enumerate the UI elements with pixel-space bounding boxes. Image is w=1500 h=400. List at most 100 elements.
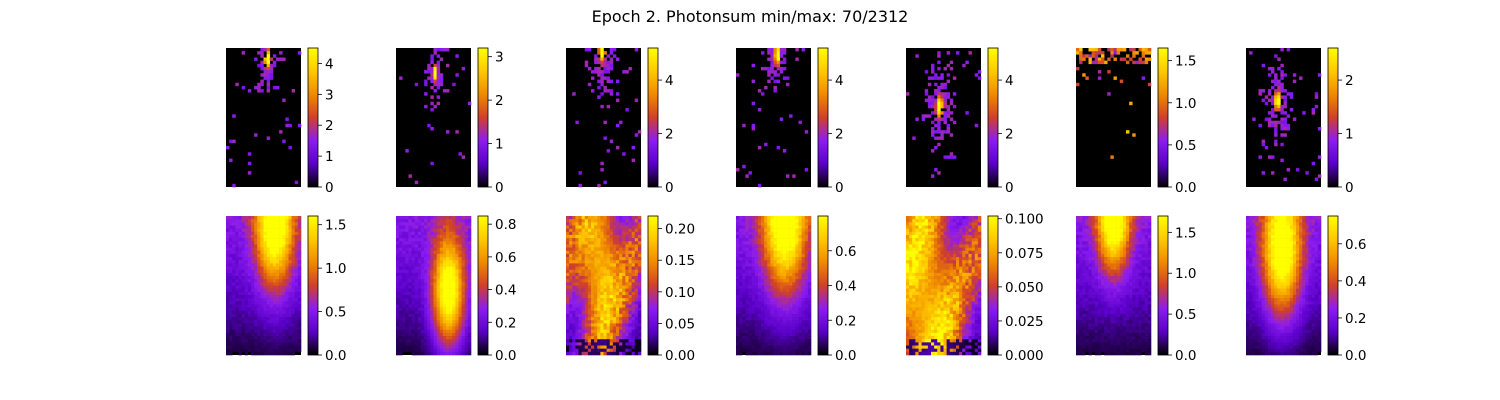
heatmap-cell (798, 339, 802, 343)
heatmap-cell (288, 244, 292, 248)
heatmap-cell (597, 313, 601, 318)
heatmap-cell (1079, 54, 1083, 58)
heatmap-cell (807, 342, 812, 346)
heatmap-cell (260, 294, 264, 299)
heatmap-cell (446, 89, 450, 93)
heatmap-cell (946, 63, 951, 68)
heatmap-cell (761, 241, 765, 245)
heatmap-cell (591, 313, 595, 318)
heatmap-cell (569, 228, 573, 233)
heatmap-cell (251, 238, 255, 242)
heatmap-cell (285, 238, 289, 242)
heatmap-cell (581, 238, 586, 242)
heatmap-cell (282, 272, 286, 277)
heatmap-cell (244, 250, 249, 255)
heatmap-cell (414, 285, 419, 289)
heatmap-cell (421, 329, 425, 334)
heatmap-cell (294, 250, 299, 255)
heatmap-cell (232, 336, 236, 340)
heatmap-cell (405, 247, 409, 252)
heatmap-cell (776, 291, 781, 296)
heatmap-cell (1104, 60, 1108, 65)
colorbar-tick-label: 0.0 (1175, 180, 1196, 196)
heatmap-cell (421, 301, 425, 305)
heatmap-cell (757, 145, 762, 150)
heatmap-cell (285, 323, 289, 327)
heatmap-cell (594, 342, 598, 346)
heatmap-cell (949, 66, 954, 71)
heatmap-cell (232, 294, 236, 299)
heatmap-cell (606, 79, 611, 84)
heatmap-cell (792, 336, 796, 340)
colorbar-tick-label: 3 (325, 87, 334, 103)
heatmap-cell (226, 298, 230, 302)
heatmap-cell (754, 266, 759, 271)
heatmap-cell (594, 336, 598, 340)
heatmap-cell (584, 231, 589, 236)
heatmap-cell (260, 332, 264, 337)
heatmap-cell (603, 288, 607, 293)
heatmap-cell (754, 257, 759, 261)
heatmap-cell (467, 345, 472, 349)
heatmap-cell (436, 323, 441, 327)
heatmap-cell (581, 276, 586, 280)
heatmap-cell (247, 348, 252, 353)
heatmap-cell (1280, 142, 1284, 147)
heatmap-cell (946, 73, 951, 77)
heatmap-cell (464, 304, 469, 308)
heatmap-cell (581, 291, 586, 296)
colorbar (987, 47, 999, 188)
heatmap-cell (937, 171, 941, 175)
heatmap-cell (940, 82, 944, 87)
heatmap-cell (238, 307, 242, 312)
heatmap-cell (1097, 60, 1102, 65)
heatmap-cell (257, 51, 261, 55)
heatmap-cell (288, 320, 292, 324)
heatmap-cell (782, 257, 787, 261)
heatmap-cell (807, 298, 812, 302)
heatmap-cell (430, 222, 434, 226)
heatmap-cell (597, 241, 601, 245)
heatmap-cell (439, 79, 444, 84)
heatmap-cell (254, 298, 258, 302)
heatmap-cell (782, 329, 787, 334)
heatmap-cell (779, 348, 784, 353)
heatmap-cell (597, 70, 601, 74)
heatmap-cell (600, 79, 604, 84)
heatmap-cell (282, 234, 286, 239)
heatmap-cell (804, 244, 809, 248)
heatmap-cell (399, 276, 403, 280)
heatmap-cell (254, 260, 258, 264)
heatmap-cell (408, 216, 412, 220)
heatmap-cell (433, 82, 437, 87)
heatmap-cell (247, 161, 252, 166)
heatmap-cell (603, 70, 607, 74)
heatmap-cell (804, 225, 809, 229)
heatmap-cell (251, 351, 255, 356)
heatmap-cell (634, 339, 639, 343)
heatmap-cell (439, 326, 444, 331)
heatmap-cell (1132, 48, 1136, 52)
heatmap-cell (288, 238, 292, 242)
heatmap-cell (269, 294, 274, 299)
heatmap-cell (931, 63, 935, 68)
heatmap-cell (609, 222, 614, 226)
heatmap-cell (773, 238, 777, 242)
heatmap-cell (433, 307, 437, 312)
heatmap-cell (795, 332, 799, 337)
heatmap-cell (1107, 92, 1111, 96)
heatmap-cell (792, 174, 796, 178)
heatmap-cell (801, 348, 806, 353)
heatmap-cell (226, 231, 230, 236)
heatmap-cell (625, 298, 629, 302)
heatmap-cell (464, 228, 469, 233)
heatmap-cell (399, 76, 403, 80)
heatmap-cell (247, 234, 252, 239)
heatmap-cell (421, 310, 425, 315)
heatmap-cell (581, 222, 586, 226)
heatmap-cell (566, 228, 570, 233)
heatmap-cell (628, 288, 632, 293)
heatmap-cell (414, 225, 419, 229)
heatmap-cell (952, 120, 957, 125)
heatmap-cell (581, 348, 586, 353)
